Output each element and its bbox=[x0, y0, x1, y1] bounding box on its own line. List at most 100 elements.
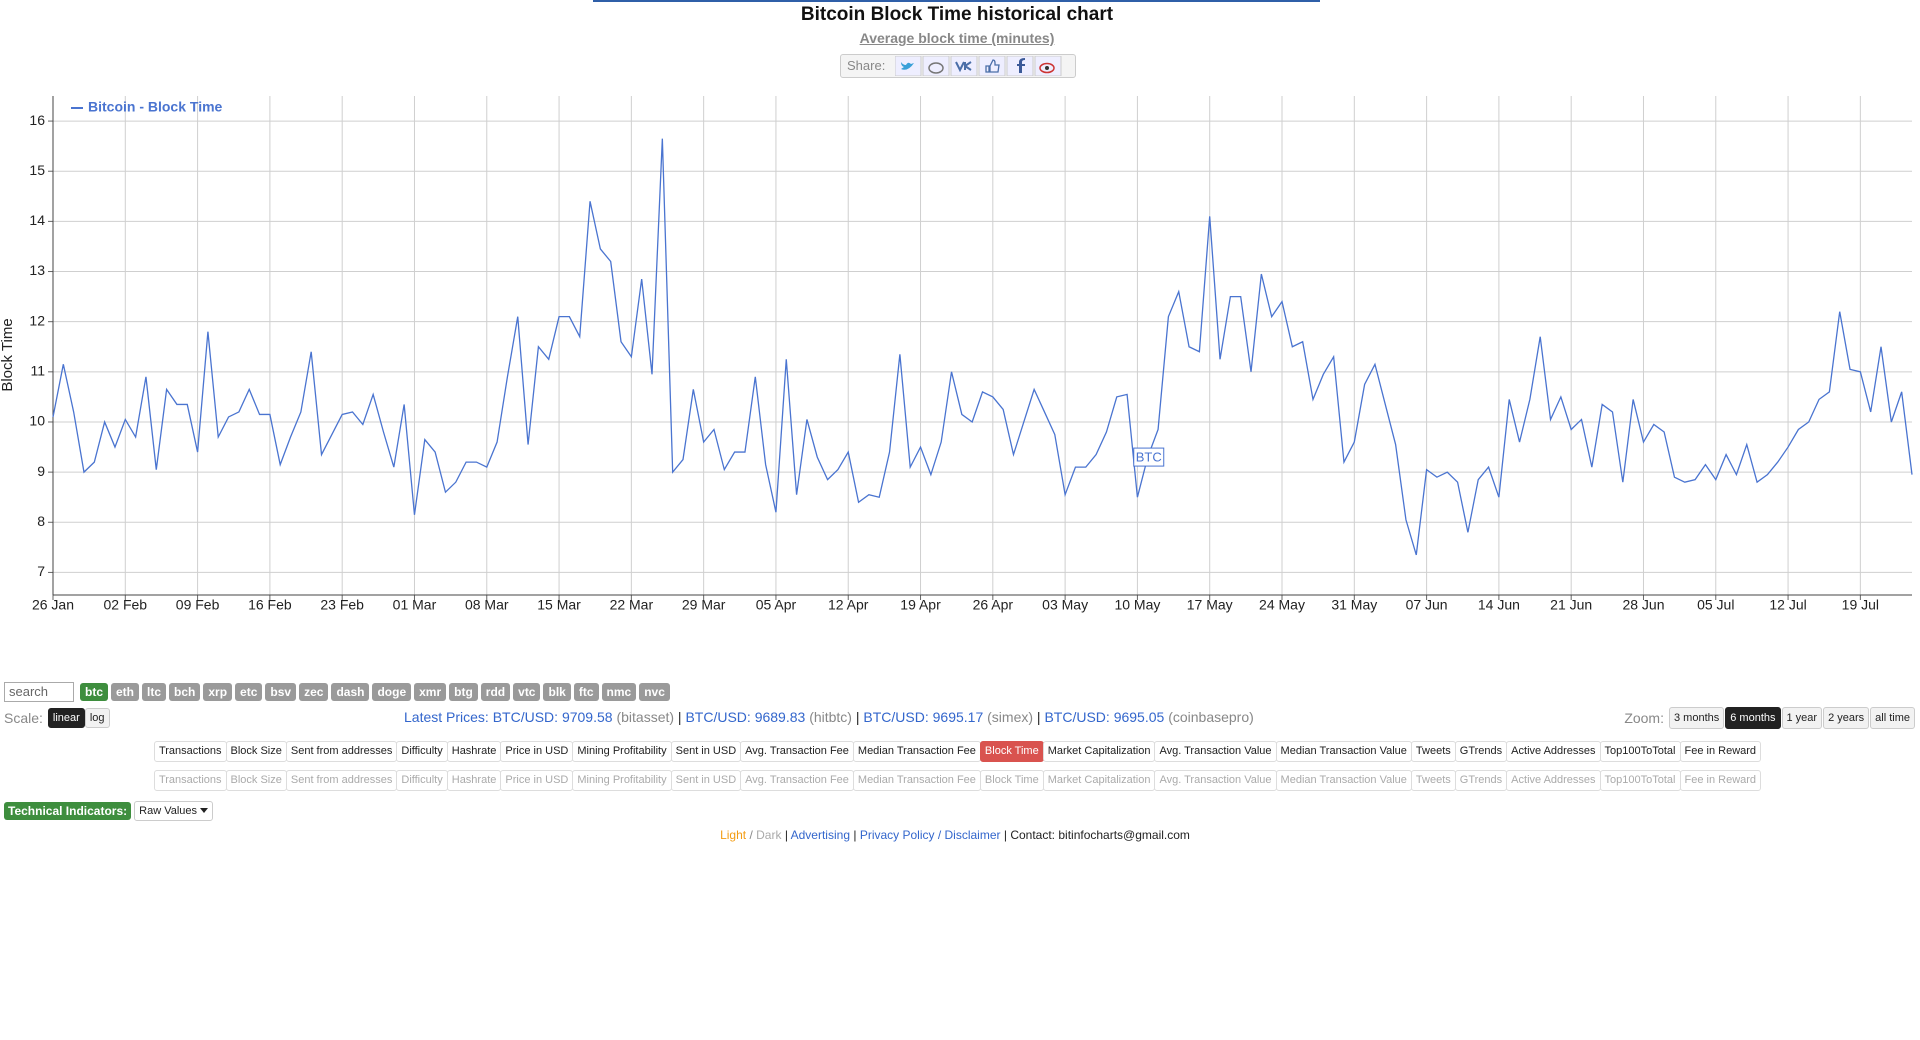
metric-button[interactable]: Transactions bbox=[153, 741, 227, 762]
x-tick-label: 26 Apr bbox=[973, 597, 1014, 613]
separator: | bbox=[677, 709, 682, 725]
coin-button[interactable]: xmr bbox=[414, 683, 447, 701]
metric-button[interactable]: Active Addresses bbox=[1506, 741, 1601, 762]
metric-button[interactable]: Fee in Reward bbox=[1679, 741, 1762, 762]
metric-button[interactable]: Difficulty bbox=[396, 741, 448, 762]
coin-button[interactable]: ftc bbox=[573, 683, 599, 701]
y-tick-label: 14 bbox=[29, 212, 45, 228]
coin-button[interactable]: btg bbox=[449, 683, 478, 701]
coin-button[interactable]: bch bbox=[169, 683, 201, 701]
x-tick-label: 19 Apr bbox=[900, 597, 941, 613]
subtitle[interactable]: Average block time (minutes) bbox=[859, 30, 1055, 46]
metric-button[interactable]: Fee in Reward bbox=[1679, 770, 1762, 791]
coin-button[interactable]: ltc bbox=[142, 683, 167, 701]
price-value[interactable]: 9695.05 bbox=[1113, 709, 1165, 725]
x-tick-label: 07 Jun bbox=[1406, 597, 1448, 613]
metric-button[interactable]: Tweets bbox=[1410, 770, 1456, 791]
scale-button[interactable]: log bbox=[84, 708, 110, 728]
privacy-link[interactable]: Privacy Policy / Disclaimer bbox=[859, 828, 1001, 842]
metric-button[interactable]: Price in USD bbox=[500, 741, 574, 762]
advertising-link[interactable]: Advertising bbox=[790, 828, 850, 842]
price-value[interactable]: 9709.58 bbox=[561, 709, 613, 725]
y-tick-label: 16 bbox=[29, 112, 45, 128]
metric-button[interactable]: GTrends bbox=[1454, 741, 1508, 762]
metric-button[interactable]: Mining Profitability bbox=[572, 770, 672, 791]
coin-button[interactable]: btc bbox=[80, 683, 108, 701]
metric-button[interactable]: Block Size bbox=[225, 770, 287, 791]
y-tick-label: 12 bbox=[29, 312, 45, 328]
coin-button[interactable]: zec bbox=[299, 683, 329, 701]
raw-values-select[interactable]: Raw Values bbox=[134, 801, 214, 821]
coin-button[interactable]: vtc bbox=[513, 683, 541, 701]
metric-button[interactable]: Market Capitalization bbox=[1042, 741, 1156, 762]
y-tick-label: 7 bbox=[37, 563, 45, 579]
price-pair[interactable]: BTC/USD: bbox=[863, 709, 929, 725]
metric-button[interactable]: Block Size bbox=[225, 741, 287, 762]
coin-button[interactable]: nvc bbox=[639, 683, 670, 701]
metric-button[interactable]: GTrends bbox=[1454, 770, 1508, 791]
coin-button[interactable]: blk bbox=[543, 683, 571, 701]
flag-label: BTC bbox=[1136, 450, 1162, 465]
metric-button[interactable]: Avg. Transaction Value bbox=[1154, 770, 1277, 791]
zoom-label: Zoom: bbox=[1624, 710, 1664, 726]
zoom-button[interactable]: 2 years bbox=[1823, 707, 1870, 729]
metric-button[interactable]: Sent in USD bbox=[670, 770, 742, 791]
zoom-button[interactable]: 1 year bbox=[1781, 707, 1823, 729]
x-tick-label: 31 May bbox=[1331, 597, 1377, 613]
metric-button[interactable]: Active Addresses bbox=[1506, 770, 1601, 791]
metric-button[interactable]: Avg. Transaction Value bbox=[1154, 741, 1277, 762]
coin-button[interactable]: eth bbox=[111, 683, 139, 701]
price-source: (coinbasepro) bbox=[1168, 709, 1254, 725]
coin-button[interactable]: dash bbox=[331, 683, 370, 701]
search-input[interactable]: search bbox=[4, 682, 74, 702]
zoom-button[interactable]: all time bbox=[1870, 707, 1915, 729]
coin-button[interactable]: doge bbox=[372, 683, 412, 701]
metric-button[interactable]: Median Transaction Value bbox=[1275, 741, 1412, 762]
metric-button[interactable]: Top100ToTotal bbox=[1599, 741, 1681, 762]
theme-light[interactable]: Light bbox=[720, 828, 747, 842]
metric-button[interactable]: Median Transaction Fee bbox=[852, 770, 981, 791]
price-value[interactable]: 9689.83 bbox=[754, 709, 806, 725]
metric-button[interactable]: Sent from addresses bbox=[285, 770, 398, 791]
technical-row: Technical Indicators: Raw Values bbox=[4, 801, 216, 821]
metric-button[interactable]: Block Time bbox=[979, 741, 1044, 762]
price-pair[interactable]: BTC/USD: bbox=[1044, 709, 1110, 725]
coin-button[interactable]: etc bbox=[235, 683, 263, 701]
scale-button[interactable]: linear bbox=[47, 708, 85, 728]
x-tick-label: 22 Mar bbox=[610, 597, 654, 613]
x-tick-label: 16 Feb bbox=[248, 597, 292, 613]
price-source: (hitbtc) bbox=[809, 709, 852, 725]
coin-button[interactable]: nmc bbox=[601, 683, 637, 701]
zoom-button[interactable]: 3 months bbox=[1669, 707, 1725, 729]
metric-button[interactable]: Block Time bbox=[979, 770, 1044, 791]
metric-button[interactable]: Sent in USD bbox=[670, 741, 742, 762]
metric-button[interactable]: Price in USD bbox=[500, 770, 574, 791]
metric-button[interactable]: Top100ToTotal bbox=[1599, 770, 1681, 791]
zoom-button[interactable]: 6 months bbox=[1725, 707, 1781, 729]
metric-button[interactable]: Hashrate bbox=[446, 741, 502, 762]
coin-button[interactable]: bsv bbox=[265, 683, 297, 701]
coin-button[interactable]: xrp bbox=[203, 683, 233, 701]
x-tick-label: 08 Mar bbox=[465, 597, 509, 613]
metric-button[interactable]: Median Transaction Value bbox=[1275, 770, 1412, 791]
metric-button[interactable]: Market Capitalization bbox=[1042, 770, 1156, 791]
metric-button[interactable]: Difficulty bbox=[396, 770, 448, 791]
price-pair[interactable]: BTC/USD: bbox=[492, 709, 559, 725]
metric-button[interactable]: Avg. Transaction Fee bbox=[740, 770, 854, 791]
metric-button[interactable]: Avg. Transaction Fee bbox=[740, 741, 854, 762]
separator: | bbox=[1003, 828, 1007, 842]
x-tick-label: 03 May bbox=[1042, 597, 1088, 613]
price-pair[interactable]: BTC/USD: bbox=[685, 709, 751, 725]
metric-button[interactable]: Median Transaction Fee bbox=[852, 741, 981, 762]
zoom-row: Zoom: 3 months 6 months 1 year 2 years all ti… bbox=[1624, 707, 1916, 729]
metric-button[interactable]: Transactions bbox=[153, 770, 227, 791]
coin-button[interactable]: rdd bbox=[480, 683, 511, 701]
metric-button[interactable]: Sent from addresses bbox=[285, 741, 398, 762]
metric-button[interactable]: Hashrate bbox=[446, 770, 502, 791]
metric-button[interactable]: Tweets bbox=[1410, 741, 1456, 762]
price-value[interactable]: 9695.17 bbox=[932, 709, 984, 725]
y-tick-label: 9 bbox=[37, 463, 45, 479]
x-tick-label: 19 Jul bbox=[1842, 597, 1879, 613]
metric-button[interactable]: Mining Profitability bbox=[572, 741, 672, 762]
theme-dark[interactable]: Dark bbox=[756, 828, 782, 842]
